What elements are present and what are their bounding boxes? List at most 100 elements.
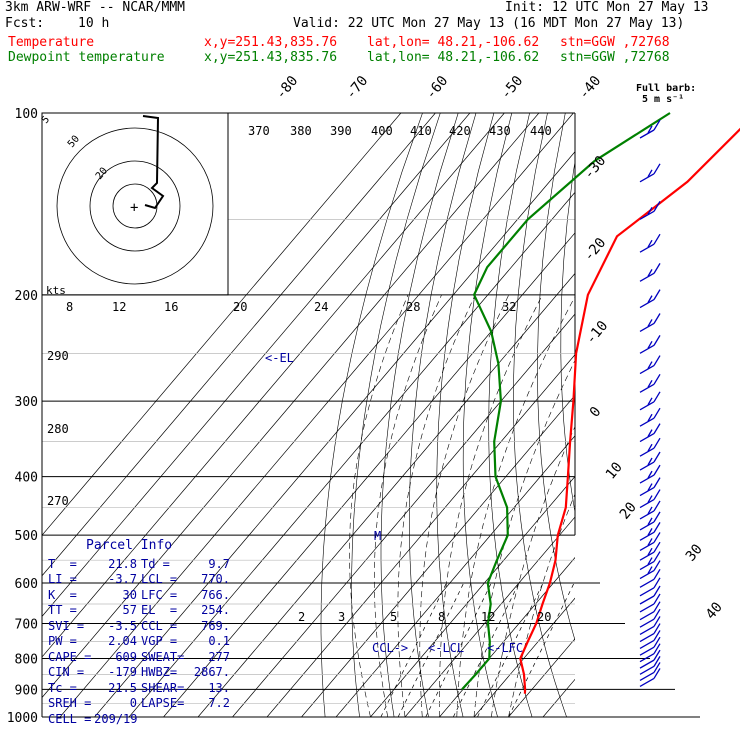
mixing-ratio-label: 8 bbox=[438, 610, 445, 624]
mixing-ratio-label: 20 bbox=[537, 610, 551, 624]
parcel-key: PW = bbox=[48, 634, 77, 648]
speed-label: 20 bbox=[233, 300, 247, 314]
temperature-xy: x,y=251.43,835.76 bbox=[204, 35, 338, 50]
parcel-key: TT = bbox=[48, 603, 77, 617]
speed-label: 16 bbox=[164, 300, 178, 314]
pressure-tick-label: 200 bbox=[15, 289, 38, 304]
theta-label: 390 bbox=[330, 124, 352, 138]
isotherm-label: -60 bbox=[423, 73, 452, 103]
wind-barb bbox=[639, 201, 661, 220]
parcel-key: HWBZ= bbox=[141, 665, 178, 679]
wind-barb bbox=[639, 593, 661, 613]
pressure-tick-label: 800 bbox=[15, 652, 38, 667]
wind-barb bbox=[639, 623, 661, 643]
dewpoint-station: stn=GGW ,72768 bbox=[560, 50, 670, 65]
isotherm-line bbox=[301, 394, 575, 717]
mixing-ratio-label: 2 bbox=[298, 610, 305, 624]
dewpoint-latlon: lat,lon= 48.21,-106.62 bbox=[367, 50, 540, 65]
mixing-ratio-label: 3 bbox=[338, 610, 345, 624]
parcel-key: LI = bbox=[48, 572, 77, 586]
parcel-annotation: <-EL bbox=[265, 351, 294, 365]
wind-barb bbox=[639, 477, 661, 497]
parcel-value: 0.1 bbox=[208, 634, 230, 648]
parcel-row: CIN = -179 HWBZ= 2867. bbox=[44, 665, 234, 681]
parcel-value: 9.7 bbox=[208, 556, 230, 571]
parcel-annotation: <-LCL bbox=[428, 641, 464, 655]
dry-adiabat bbox=[409, 113, 477, 717]
forecast-hour: 10 h bbox=[78, 16, 110, 31]
wind-barb bbox=[639, 355, 661, 375]
wind-barb bbox=[639, 119, 661, 139]
parcel-value: -3.5 bbox=[108, 618, 137, 633]
parcel-key: CELL = bbox=[48, 711, 92, 726]
parcel-value: 13. bbox=[208, 680, 230, 695]
pressure-tick-label: 500 bbox=[15, 529, 38, 544]
parcel-key: Td = bbox=[141, 556, 170, 571]
isotherm-line bbox=[232, 313, 575, 717]
isotherm-label: -30 bbox=[581, 153, 610, 183]
wind-barb bbox=[639, 335, 661, 354]
parcel-row: PW = 2.04 VGP = 0.1 bbox=[44, 634, 234, 650]
parcel-key: Tc = bbox=[48, 680, 77, 695]
wind-barb bbox=[639, 662, 661, 682]
wind-barb bbox=[639, 616, 661, 636]
hodograph-ring bbox=[89, 160, 181, 252]
isotherm-label: -70 bbox=[343, 73, 372, 103]
pressure-tick-label: 100 bbox=[15, 107, 38, 122]
barb-legend-units: 5 m s⁻¹ bbox=[642, 94, 685, 105]
temperature-legend-label: Temperature bbox=[8, 35, 95, 50]
valid-time: Valid: 22 UTC Mon 27 May 13 (16 MDT Mon … bbox=[293, 16, 685, 31]
isotherm-label: -10 bbox=[583, 318, 612, 348]
wind-barb bbox=[639, 532, 661, 552]
wind-barb bbox=[639, 489, 661, 509]
parcel-value: 254. bbox=[201, 603, 230, 617]
mixing-ratio-line bbox=[452, 582, 520, 717]
dry-adiabat bbox=[436, 113, 495, 717]
parcel-key: CCL = bbox=[141, 618, 178, 633]
theta-label: 410 bbox=[410, 124, 432, 138]
mixing-ratio-line bbox=[380, 582, 447, 717]
parcel-row: Tc = 21.5 SHEAR= 13. bbox=[44, 681, 234, 697]
wind-barb bbox=[639, 668, 661, 687]
wind-barbs bbox=[639, 119, 661, 687]
wind-barb bbox=[639, 577, 661, 597]
pressure-tick-label: 600 bbox=[15, 577, 38, 592]
wind-barb bbox=[639, 464, 661, 484]
wind-barb bbox=[639, 636, 661, 656]
parcel-key: CIN = bbox=[48, 665, 85, 679]
temperature-latlon: lat,lon= 48.21,-106.62 bbox=[367, 35, 540, 50]
theta-label: 290 bbox=[47, 349, 69, 363]
speed-label: 28 bbox=[406, 300, 420, 314]
isotherm-line bbox=[42, 113, 540, 699]
isotherm-label: 30 bbox=[683, 541, 706, 564]
wind-barb bbox=[639, 437, 661, 457]
theta-label: 380 bbox=[290, 124, 312, 138]
wind-barb bbox=[639, 233, 661, 253]
mixing-ratio-line bbox=[508, 582, 575, 717]
parcel-key: CAPE = bbox=[48, 649, 92, 664]
theta-label: 440 bbox=[530, 124, 552, 138]
parcel-key: SREH = bbox=[48, 696, 92, 710]
wind-barb bbox=[639, 500, 661, 520]
parcel-row: LI = -3.7 LCL = 770. bbox=[44, 572, 234, 588]
wind-barb bbox=[639, 585, 661, 605]
pressure-tick-label: 1000 bbox=[7, 711, 38, 726]
model-title: 3km ARW-WRF -- NCAR/MMM bbox=[5, 0, 186, 15]
isotherm-line bbox=[59, 113, 574, 717]
wind-barb bbox=[639, 313, 661, 333]
theta-label: 280 bbox=[47, 422, 69, 436]
dry-adiabat bbox=[627, 113, 739, 717]
speed-label: 24 bbox=[314, 300, 328, 314]
hodograph-ring bbox=[56, 127, 214, 285]
parcel-value: 7.2 bbox=[208, 696, 230, 710]
parcel-info-panel: Parcel Info T = 21.8 Td = 9.7 LI = -3.7 LCL = 7… bbox=[44, 538, 234, 738]
parcel-row: K = 30 LFC = 766. bbox=[44, 588, 234, 604]
isotherm-line bbox=[370, 475, 575, 717]
isotherm-label: -50 bbox=[498, 73, 527, 103]
wind-barb bbox=[639, 656, 661, 675]
parcel-row: T = 21.8 Td = 9.7 bbox=[44, 557, 234, 573]
barb-legend-title: Full barb: bbox=[636, 83, 697, 94]
mixing-ratio-line bbox=[425, 582, 492, 717]
parcel-value: 209/19 bbox=[94, 711, 138, 726]
